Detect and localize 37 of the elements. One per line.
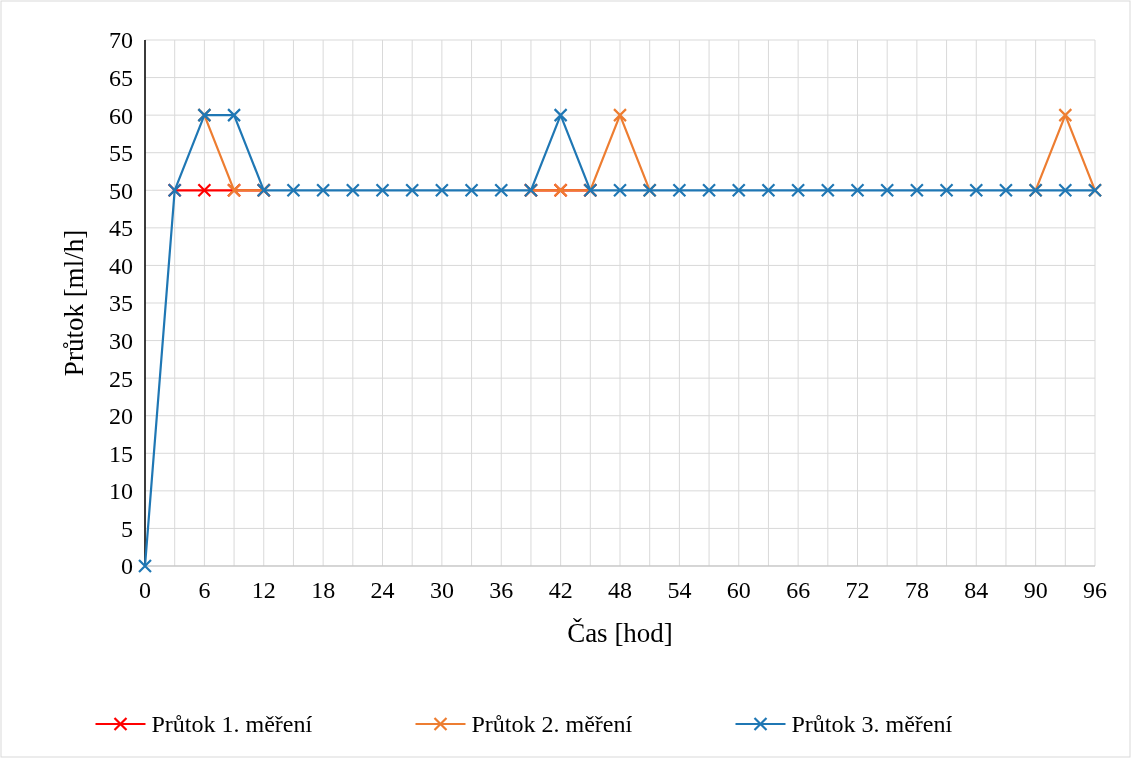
legend-label: Průtok 2. měření bbox=[471, 711, 633, 738]
x-axis-title: Čas [hod] bbox=[567, 618, 673, 648]
x-tick-label: 0 bbox=[139, 577, 151, 603]
y-tick-label: 25 bbox=[109, 365, 133, 392]
x-tick-label: 6 bbox=[198, 577, 211, 603]
x-tick-label: 30 bbox=[429, 577, 454, 603]
legend-label: Průtok 3. měření bbox=[791, 711, 953, 738]
x-tick-label: 48 bbox=[608, 577, 632, 603]
x-tick-label: 66 bbox=[786, 577, 811, 603]
y-tick-label: 20 bbox=[109, 403, 133, 430]
x-tick-label: 60 bbox=[726, 577, 751, 603]
y-tick-label: 45 bbox=[109, 215, 133, 242]
x-tick-label: 84 bbox=[964, 577, 989, 603]
y-tick-label: 50 bbox=[109, 177, 133, 204]
y-tick-label: 65 bbox=[109, 64, 133, 91]
y-tick-label: 15 bbox=[109, 440, 133, 467]
x-tick-label: 54 bbox=[667, 577, 692, 603]
x-tick-label: 24 bbox=[370, 577, 395, 603]
y-tick-label: 5 bbox=[121, 515, 133, 542]
y-axis-title: Průtok [ml/h] bbox=[59, 229, 89, 377]
x-tick-label: 90 bbox=[1023, 577, 1048, 603]
y-tick-label: 40 bbox=[109, 252, 133, 279]
x-tick-label: 18 bbox=[311, 577, 336, 603]
x-tick-label: 78 bbox=[904, 577, 929, 603]
y-tick-label: 10 bbox=[109, 478, 133, 505]
x-tick-label: 42 bbox=[548, 577, 573, 603]
x-tick-label: 96 bbox=[1083, 577, 1107, 603]
y-tick-label: 55 bbox=[109, 140, 133, 167]
y-tick-label: 0 bbox=[121, 553, 133, 580]
x-tick-label: 12 bbox=[251, 577, 276, 603]
y-tick-label: 30 bbox=[109, 327, 133, 354]
y-tick-label: 60 bbox=[109, 102, 133, 129]
x-tick-label: 36 bbox=[489, 577, 514, 603]
y-tick-label: 35 bbox=[109, 290, 133, 317]
legend-label: Průtok 1. měření bbox=[151, 711, 313, 738]
x-tick-label: 72 bbox=[845, 577, 870, 603]
y-tick-label: 70 bbox=[109, 27, 133, 54]
